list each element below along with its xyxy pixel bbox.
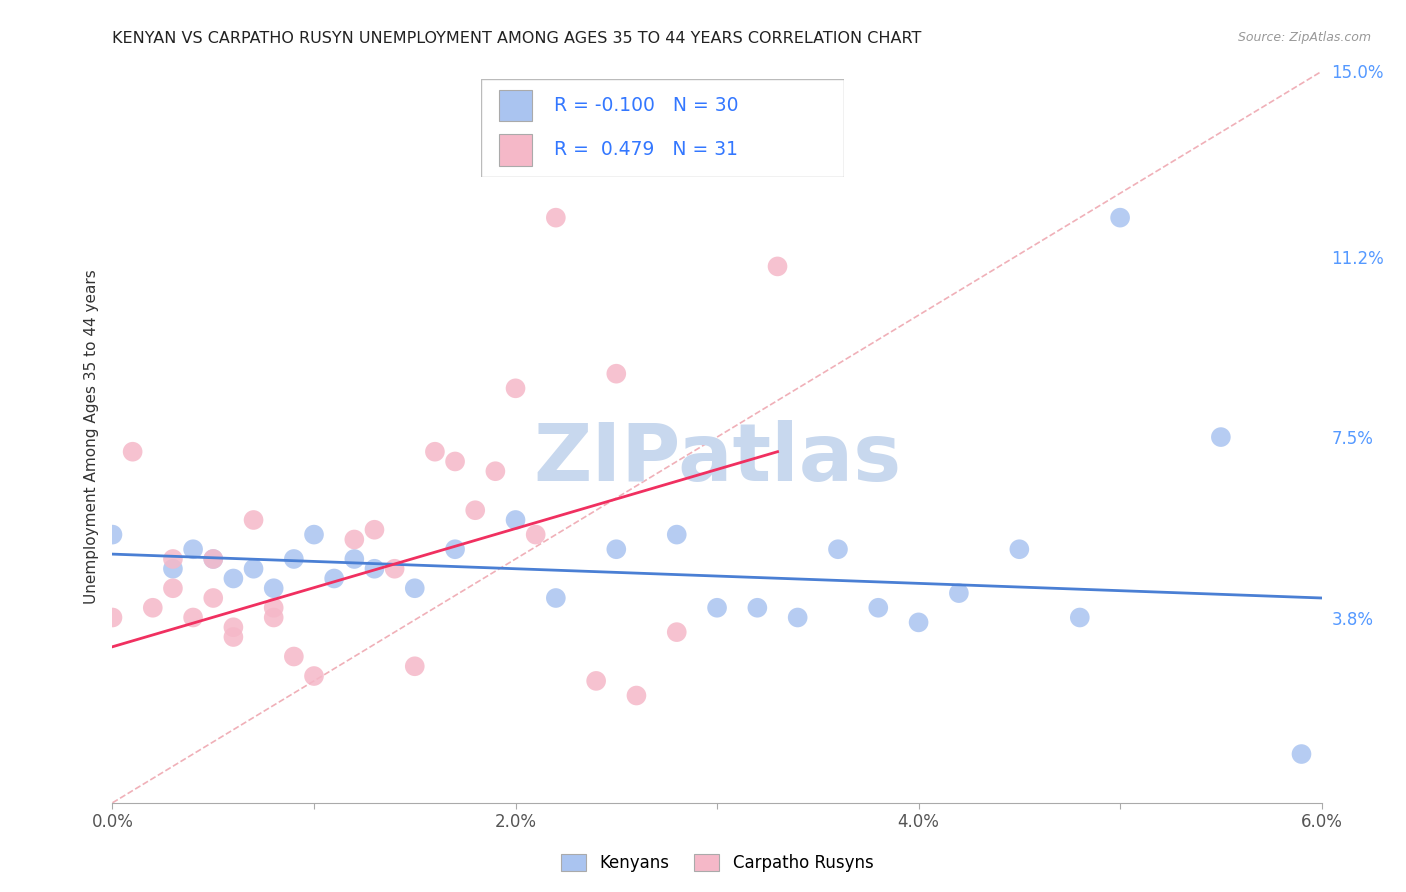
Text: KENYAN VS CARPATHO RUSYN UNEMPLOYMENT AMONG AGES 35 TO 44 YEARS CORRELATION CHAR: KENYAN VS CARPATHO RUSYN UNEMPLOYMENT AM…: [112, 31, 922, 46]
Point: [786, 610, 808, 624]
Point: [585, 673, 607, 688]
Text: Source: ZipAtlas.com: Source: ZipAtlas.com: [1237, 31, 1371, 45]
Point: [665, 527, 688, 541]
Point: [948, 586, 970, 600]
Point: [524, 527, 547, 541]
Point: [827, 542, 849, 557]
Point: [444, 542, 467, 557]
Point: [343, 533, 366, 547]
Point: [444, 454, 467, 468]
Point: [605, 367, 627, 381]
Point: [544, 591, 567, 605]
Point: [202, 552, 225, 566]
Point: [404, 659, 426, 673]
Point: [263, 610, 285, 624]
Y-axis label: Unemployment Among Ages 35 to 44 years: Unemployment Among Ages 35 to 44 years: [83, 269, 98, 605]
Point: [323, 572, 346, 586]
Point: [162, 552, 184, 566]
Point: [505, 381, 527, 395]
Point: [1109, 211, 1132, 225]
Point: [222, 620, 245, 634]
Point: [202, 591, 225, 605]
Point: [363, 523, 385, 537]
Point: [222, 572, 245, 586]
Point: [263, 581, 285, 595]
Point: [222, 630, 245, 644]
Point: [101, 527, 124, 541]
Point: [505, 513, 527, 527]
Point: [484, 464, 506, 478]
Point: [868, 600, 890, 615]
Point: [1291, 747, 1313, 761]
Point: [747, 600, 769, 615]
Point: [384, 562, 406, 576]
Legend: Kenyans, Carpatho Rusyns: Kenyans, Carpatho Rusyns: [554, 847, 880, 879]
Point: [1069, 610, 1091, 624]
Point: [263, 600, 285, 615]
Point: [665, 625, 688, 640]
Point: [202, 552, 225, 566]
Point: [181, 610, 204, 624]
Point: [121, 444, 143, 458]
Point: [766, 260, 789, 274]
Point: [101, 610, 124, 624]
Point: [1008, 542, 1031, 557]
Point: [605, 542, 627, 557]
Point: [142, 600, 165, 615]
Point: [404, 581, 426, 595]
Point: [907, 615, 929, 630]
Point: [162, 581, 184, 595]
Point: [544, 211, 567, 225]
Point: [283, 649, 305, 664]
Point: [343, 552, 366, 566]
Point: [464, 503, 486, 517]
Point: [1209, 430, 1232, 444]
Point: [302, 527, 325, 541]
Point: [706, 600, 728, 615]
Point: [302, 669, 325, 683]
Text: ZIPatlas: ZIPatlas: [533, 420, 901, 498]
Point: [363, 562, 385, 576]
Point: [162, 562, 184, 576]
Point: [423, 444, 446, 458]
Point: [626, 689, 648, 703]
Point: [242, 562, 264, 576]
Point: [242, 513, 264, 527]
Point: [181, 542, 204, 557]
Point: [283, 552, 305, 566]
